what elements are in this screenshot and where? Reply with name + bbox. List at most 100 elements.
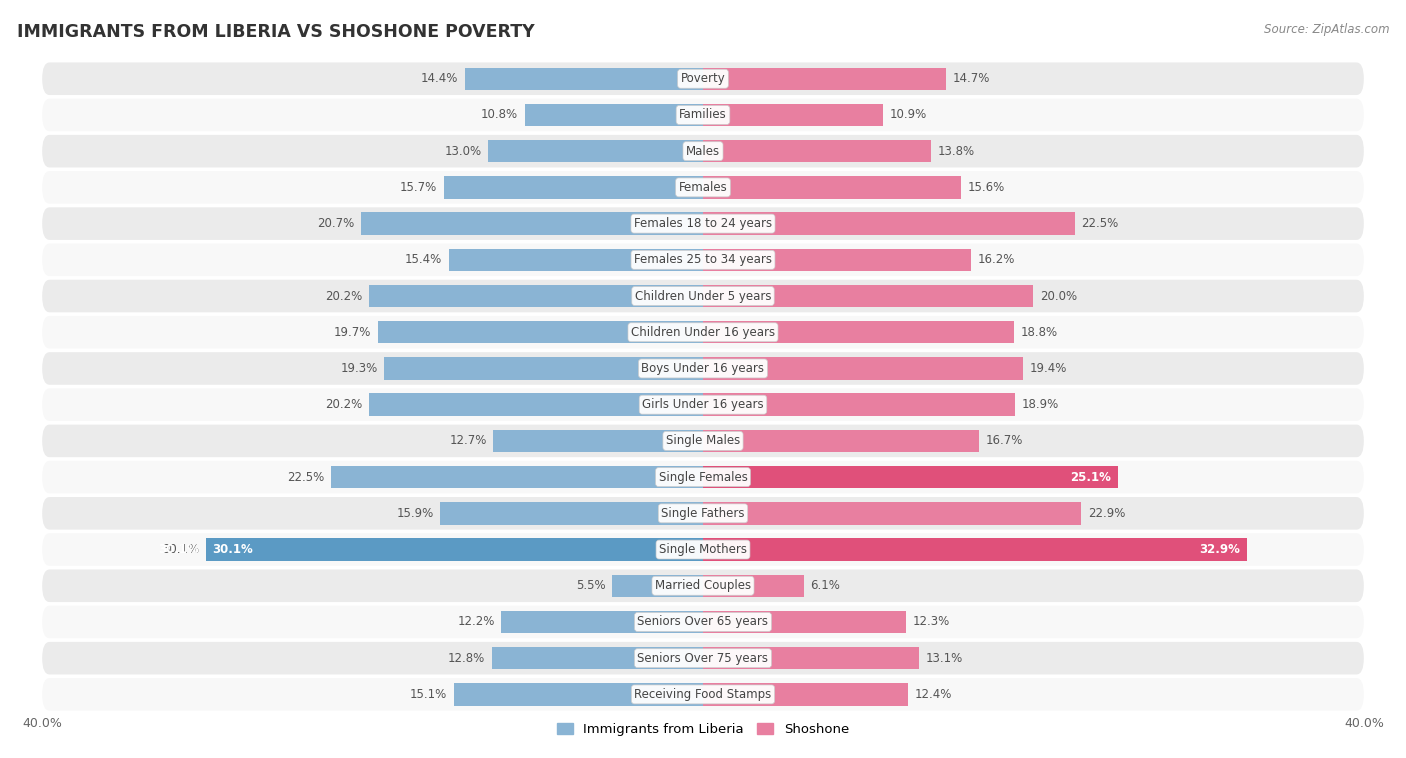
Text: 22.5%: 22.5%: [1081, 217, 1119, 230]
Bar: [703, 67, 946, 90]
Bar: [703, 647, 920, 669]
FancyBboxPatch shape: [42, 678, 1364, 711]
FancyBboxPatch shape: [42, 99, 1364, 131]
Text: Seniors Over 65 years: Seniors Over 65 years: [637, 615, 769, 628]
Bar: [703, 575, 804, 597]
Text: Single Males: Single Males: [666, 434, 740, 447]
Text: Children Under 5 years: Children Under 5 years: [634, 290, 772, 302]
FancyBboxPatch shape: [42, 171, 1364, 204]
Bar: [703, 249, 970, 271]
Text: 19.3%: 19.3%: [340, 362, 378, 375]
Text: 14.4%: 14.4%: [422, 72, 458, 85]
Bar: [370, 285, 703, 307]
FancyBboxPatch shape: [42, 497, 1364, 530]
Bar: [361, 212, 703, 235]
Text: 13.1%: 13.1%: [927, 652, 963, 665]
Bar: [449, 249, 703, 271]
Bar: [703, 104, 883, 126]
FancyBboxPatch shape: [42, 243, 1364, 276]
Text: 12.7%: 12.7%: [449, 434, 486, 447]
Text: Poverty: Poverty: [681, 72, 725, 85]
Text: 30.1%: 30.1%: [159, 543, 200, 556]
Bar: [703, 176, 960, 199]
Text: 6.1%: 6.1%: [810, 579, 841, 592]
FancyBboxPatch shape: [42, 316, 1364, 349]
FancyBboxPatch shape: [42, 424, 1364, 457]
Bar: [492, 647, 703, 669]
Text: 19.4%: 19.4%: [1031, 362, 1067, 375]
Bar: [703, 683, 908, 706]
Text: 15.1%: 15.1%: [409, 688, 447, 701]
FancyBboxPatch shape: [42, 534, 1364, 565]
Text: Source: ZipAtlas.com: Source: ZipAtlas.com: [1264, 23, 1389, 36]
Text: Single Mothers: Single Mothers: [659, 543, 747, 556]
Text: IMMIGRANTS FROM LIBERIA VS SHOSHONE POVERTY: IMMIGRANTS FROM LIBERIA VS SHOSHONE POVE…: [17, 23, 534, 41]
Text: 30.1%: 30.1%: [162, 543, 200, 556]
Bar: [703, 466, 1118, 488]
Text: Seniors Over 75 years: Seniors Over 75 years: [637, 652, 769, 665]
Text: 30.1%: 30.1%: [212, 543, 253, 556]
Bar: [703, 357, 1024, 380]
Bar: [703, 502, 1081, 525]
Bar: [465, 67, 703, 90]
Text: Males: Males: [686, 145, 720, 158]
Legend: Immigrants from Liberia, Shoshone: Immigrants from Liberia, Shoshone: [551, 718, 855, 742]
Text: 16.7%: 16.7%: [986, 434, 1024, 447]
FancyBboxPatch shape: [42, 352, 1364, 385]
Bar: [444, 176, 703, 199]
Text: 20.2%: 20.2%: [325, 398, 363, 411]
Bar: [703, 538, 1247, 561]
Bar: [703, 321, 1014, 343]
Text: 12.3%: 12.3%: [912, 615, 950, 628]
Text: 10.8%: 10.8%: [481, 108, 517, 121]
Text: 15.4%: 15.4%: [405, 253, 441, 266]
FancyBboxPatch shape: [42, 569, 1364, 602]
Text: 18.9%: 18.9%: [1022, 398, 1059, 411]
Text: Girls Under 16 years: Girls Under 16 years: [643, 398, 763, 411]
Bar: [494, 430, 703, 452]
Text: Boys Under 16 years: Boys Under 16 years: [641, 362, 765, 375]
Bar: [332, 466, 703, 488]
Bar: [440, 502, 703, 525]
Text: 22.9%: 22.9%: [1088, 507, 1125, 520]
Bar: [703, 611, 907, 633]
Bar: [370, 393, 703, 416]
Text: 12.4%: 12.4%: [914, 688, 952, 701]
Text: Females: Females: [679, 181, 727, 194]
Text: Females 25 to 34 years: Females 25 to 34 years: [634, 253, 772, 266]
Text: 18.8%: 18.8%: [1021, 326, 1057, 339]
FancyBboxPatch shape: [42, 62, 1364, 95]
Text: 20.2%: 20.2%: [325, 290, 363, 302]
Text: Receiving Food Stamps: Receiving Food Stamps: [634, 688, 772, 701]
Text: Single Fathers: Single Fathers: [661, 507, 745, 520]
Text: 20.7%: 20.7%: [318, 217, 354, 230]
Bar: [502, 611, 703, 633]
Text: 15.9%: 15.9%: [396, 507, 433, 520]
Bar: [488, 140, 703, 162]
Bar: [454, 683, 703, 706]
Text: 15.7%: 15.7%: [399, 181, 437, 194]
Bar: [703, 430, 979, 452]
FancyBboxPatch shape: [42, 388, 1364, 421]
FancyBboxPatch shape: [42, 280, 1364, 312]
Bar: [703, 212, 1074, 235]
Text: 25.1%: 25.1%: [1070, 471, 1111, 484]
Text: 12.8%: 12.8%: [447, 652, 485, 665]
Text: 12.2%: 12.2%: [457, 615, 495, 628]
FancyBboxPatch shape: [42, 642, 1364, 675]
Bar: [378, 321, 703, 343]
Text: 20.0%: 20.0%: [1040, 290, 1077, 302]
Text: 13.8%: 13.8%: [938, 145, 974, 158]
Bar: [524, 104, 703, 126]
Bar: [703, 285, 1033, 307]
FancyBboxPatch shape: [42, 135, 1364, 168]
Text: Single Females: Single Females: [658, 471, 748, 484]
FancyBboxPatch shape: [42, 207, 1364, 240]
Bar: [612, 575, 703, 597]
Bar: [703, 393, 1015, 416]
Text: Children Under 16 years: Children Under 16 years: [631, 326, 775, 339]
Text: 32.9%: 32.9%: [1199, 543, 1240, 556]
FancyBboxPatch shape: [42, 606, 1364, 638]
Text: 19.7%: 19.7%: [333, 326, 371, 339]
Text: Females 18 to 24 years: Females 18 to 24 years: [634, 217, 772, 230]
